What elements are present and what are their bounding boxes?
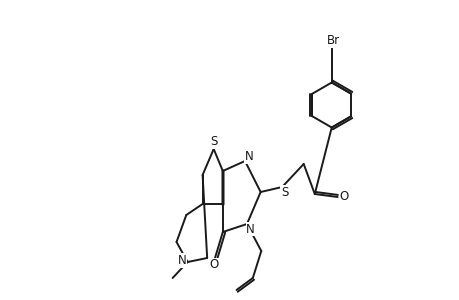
Text: S: S (280, 186, 288, 199)
Text: N: N (246, 223, 254, 236)
Text: Br: Br (326, 34, 339, 47)
Text: N: N (244, 150, 253, 163)
Text: N: N (178, 254, 186, 267)
Text: S: S (210, 135, 217, 148)
Text: O: O (208, 258, 218, 271)
Text: O: O (339, 190, 348, 202)
